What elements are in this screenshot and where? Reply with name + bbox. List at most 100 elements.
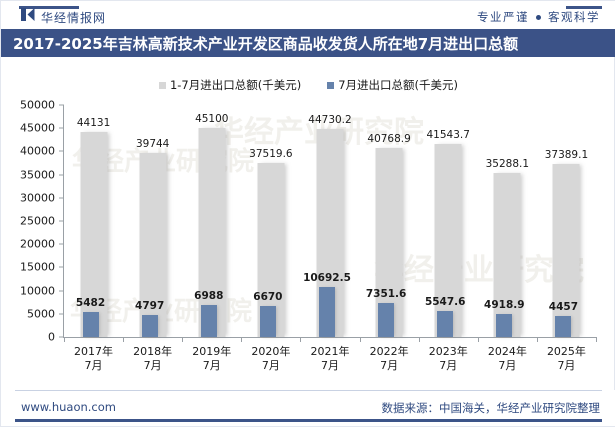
bar-group: 39744 4797 [123, 105, 182, 337]
x-tick-mark [241, 337, 243, 342]
bar-group: 37519.6 6670 [241, 105, 300, 337]
bar-value-label-month: 6670 [253, 291, 283, 304]
bar-total-ytd[interactable] [493, 173, 521, 337]
tagline-separator-dot-icon [536, 14, 541, 20]
x-category-label-line: 7月 [321, 359, 339, 372]
bar-month-july[interactable] [378, 302, 395, 337]
legend-label-month: 7月进出口总额(千美元) [338, 78, 459, 92]
footer-website-link[interactable]: www.huaon.com [21, 400, 116, 414]
x-category-label-line: 2023年 [428, 345, 468, 358]
legend-item-month[interactable]: 7月进出口总额(千美元) [327, 77, 458, 93]
x-category-label: 2025年 7月 [547, 345, 586, 373]
bar-value-label-total: 40768.9 [367, 132, 411, 145]
legend-swatch-month [327, 81, 335, 89]
x-tick-mark [64, 337, 65, 342]
bar-group: 37389.1 4457 [537, 105, 596, 337]
x-tick-mark [300, 337, 302, 342]
x-category-label-line: 7月 [439, 359, 458, 372]
bar-total-ytd[interactable] [434, 144, 462, 337]
x-tick-mark [182, 337, 184, 342]
x-category-label-line: 2022年 [369, 345, 409, 358]
x-tick-mark [596, 337, 597, 342]
bar-total-ytd[interactable] [552, 163, 580, 337]
y-tick-mark [59, 313, 64, 315]
bar-group: 35288.1 4918.9 [478, 105, 537, 337]
y-tick-label: 20000 [20, 237, 55, 251]
bar-value-label-month: 6988 [194, 289, 224, 302]
bowtie-logo-icon [21, 8, 35, 26]
x-category-label-line: 2025年 [546, 345, 586, 358]
footer-rule-top [15, 390, 602, 391]
legend-swatch-total [158, 81, 166, 89]
x-category-label-line: 2017年 [74, 345, 114, 358]
bar-month-july[interactable] [437, 311, 454, 337]
bar-month-july[interactable] [200, 304, 217, 337]
y-tick-mark [59, 150, 64, 152]
x-tick-mark [418, 337, 420, 342]
y-tick-label: 35000 [20, 168, 55, 182]
y-tick-label: 45000 [20, 121, 55, 135]
y-tick-mark [59, 197, 64, 199]
brand-logo[interactable]: 华经情报网 [21, 8, 106, 26]
bar-value-label-total: 44730.2 [308, 114, 352, 127]
chart-title-band: 2017-2025年吉林高新技术产业开发区商品收发货人所在地7月进出口总额 [1, 29, 615, 57]
bar-value-label-month: 4797 [135, 299, 165, 312]
y-tick-mark [59, 174, 64, 176]
bar-month-july[interactable] [496, 314, 513, 337]
x-category-label-line: 7月 [380, 359, 399, 372]
x-category-label-line: 2019年 [192, 345, 232, 358]
footer-rule-bottom [15, 419, 602, 422]
y-tick-label: 50000 [20, 98, 55, 112]
x-axis-labels: 2017年 7月 2018年 7月 2019年 7月 2020年 7月 2021年 7月 2022年… [64, 345, 596, 379]
plot-area: 华经产业研究院 华经产业研究院 华经产业研究院 华经产业研究院 44131548… [64, 105, 596, 337]
top-brand-bar: 华经情报网 专业严谨 客观科学 [1, 1, 615, 29]
bar-chart: 0 5000 10000 15000 20000 25000 30000 35000 40000… [13, 99, 604, 372]
bar-month-july[interactable] [82, 311, 99, 337]
bar-total-ytd[interactable] [80, 132, 108, 337]
y-tick-label: 5000 [27, 307, 55, 321]
footer-data-source: 数据来源：中国海关，华经产业研究院整理 [381, 401, 601, 415]
bar-value-label-total: 39744 [135, 137, 170, 150]
bar-month-july[interactable] [259, 306, 276, 337]
x-category-label: 2024年 7月 [488, 345, 527, 373]
legend-item-total[interactable]: 1-7月进出口总额(千美元) [158, 77, 301, 93]
y-tick-mark [59, 220, 64, 222]
bar-group: 44730.2 10692.5 [300, 105, 359, 337]
x-category-label-line: 7月 [143, 359, 162, 372]
x-tick-mark [477, 337, 479, 342]
bar-value-label-total: 37519.6 [249, 147, 293, 160]
x-category-label-line: 2024年 [487, 345, 527, 358]
page-footer: www.huaon.com 数据来源：中国海关，华经产业研究院整理 [1, 390, 615, 426]
y-tick-mark [59, 127, 64, 129]
bar-group: 40768.9 7351.6 [360, 105, 419, 337]
top-rule-right [566, 6, 602, 9]
bar-month-july[interactable] [555, 316, 572, 337]
bar-value-label-month: 5547.6 [424, 296, 466, 309]
bar-value-label-month: 7351.6 [365, 287, 407, 300]
bar-month-july[interactable] [141, 314, 158, 337]
x-category-label: 2022年 7月 [370, 345, 409, 373]
page-title: 2017-2025年吉林高新技术产业开发区商品收发货人所在地7月进出口总额 [13, 34, 519, 53]
y-tick-mark [59, 336, 64, 338]
x-category-label: 2020年 7月 [251, 345, 290, 373]
y-tick-mark [59, 266, 64, 268]
x-category-label-line: 7月 [498, 359, 517, 372]
bar-value-label-month: 10692.5 [303, 272, 351, 285]
x-category-label-line: 2020年 [251, 345, 291, 358]
bar-value-label-month: 4918.9 [484, 299, 525, 312]
y-tick-label: 0 [48, 330, 55, 344]
y-tick-label: 10000 [20, 284, 55, 298]
bar-total-ytd[interactable] [198, 127, 226, 337]
bar-value-label-total: 45100 [195, 112, 229, 125]
x-category-label-line: 7月 [557, 359, 576, 372]
brand-tagline: 专业严谨 客观科学 [477, 9, 600, 25]
tagline-left-text: 专业严谨 [477, 10, 529, 24]
bar-total-ytd[interactable] [139, 152, 167, 337]
x-category-label-line: 2021年 [310, 345, 350, 358]
brand-name-label: 华经情报网 [41, 10, 107, 25]
bar-month-july[interactable] [318, 287, 335, 337]
x-category-label: 2017年 7月 [74, 345, 113, 373]
x-category-label: 2018年 7月 [133, 345, 172, 373]
bar-value-label-total: 41543.7 [426, 129, 470, 142]
